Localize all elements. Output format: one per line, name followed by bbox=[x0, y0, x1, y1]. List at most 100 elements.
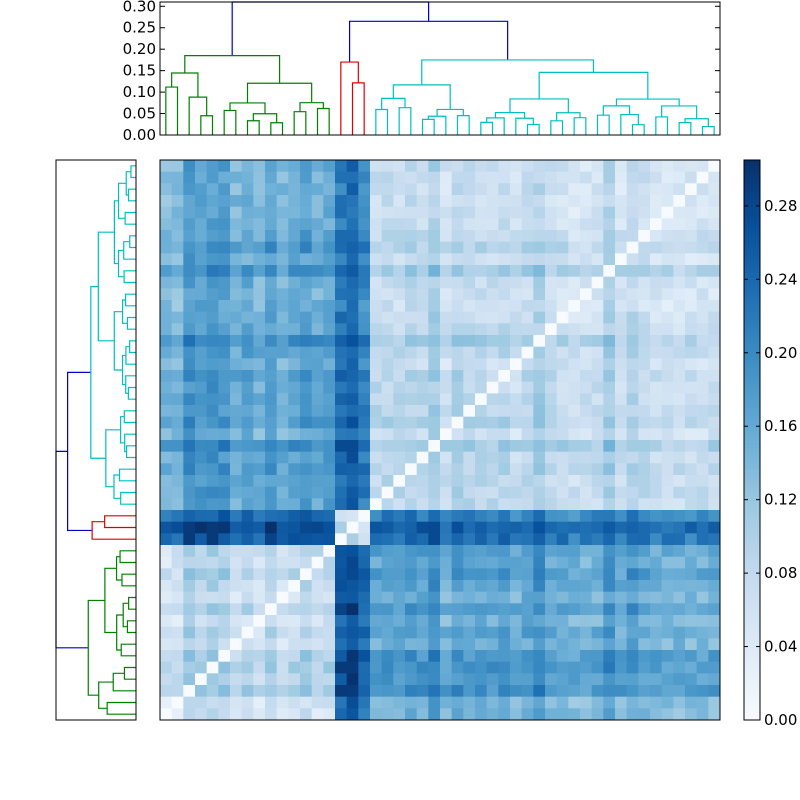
heatmap-cell bbox=[440, 300, 453, 313]
heatmap-cell bbox=[650, 323, 663, 336]
heatmap-cell bbox=[498, 218, 511, 231]
heatmap-cell bbox=[615, 335, 628, 348]
heatmap-cell bbox=[685, 370, 698, 383]
heatmap-cell bbox=[440, 195, 453, 208]
heatmap-cell bbox=[696, 591, 709, 604]
heatmap-cell bbox=[580, 323, 593, 336]
dendrogram-link-tlrl bbox=[229, 102, 266, 114]
heatmap-cell bbox=[393, 160, 406, 173]
heatmap-cell bbox=[241, 311, 254, 324]
heatmap-cell bbox=[370, 195, 383, 208]
colorbar-tick-label: 0.08 bbox=[764, 564, 797, 582]
dendrogram-link-trrrrr bbox=[661, 105, 698, 119]
heatmap-cell bbox=[521, 440, 534, 453]
heatmap-cell bbox=[685, 230, 698, 243]
heatmap-cell bbox=[335, 346, 348, 359]
heatmap-cell bbox=[346, 521, 359, 534]
heatmap-cell bbox=[241, 486, 254, 499]
heatmap-cell bbox=[253, 591, 266, 604]
heatmap-cell bbox=[661, 475, 674, 488]
heatmap-cell bbox=[346, 696, 359, 709]
colorbar-segment bbox=[744, 612, 760, 617]
dendrogram-link-tllr bbox=[188, 96, 208, 135]
heatmap-cell bbox=[661, 463, 674, 476]
heatmap-cell bbox=[638, 696, 651, 709]
heatmap-cell bbox=[265, 556, 278, 569]
heatmap-cell bbox=[206, 638, 219, 651]
heatmap-cell bbox=[276, 556, 289, 569]
heatmap-cell bbox=[685, 416, 698, 429]
heatmap-cell bbox=[288, 638, 301, 651]
heatmap-cell bbox=[685, 463, 698, 476]
heatmap-cell bbox=[405, 521, 418, 534]
heatmap-cell bbox=[486, 650, 499, 663]
heatmap-cell bbox=[615, 591, 628, 604]
heatmap-cell bbox=[265, 265, 278, 278]
heatmap-cell bbox=[195, 160, 208, 173]
heatmap-cell bbox=[533, 451, 546, 464]
heatmap-cell bbox=[521, 335, 534, 348]
heatmap-cell bbox=[428, 265, 441, 278]
heatmap-cell bbox=[288, 241, 301, 254]
heatmap-cell bbox=[696, 428, 709, 441]
heatmap-cell bbox=[440, 241, 453, 254]
colorbar-segment bbox=[744, 200, 760, 205]
heatmap-cell bbox=[335, 486, 348, 499]
heatmap-cell bbox=[195, 288, 208, 301]
heatmap-cell bbox=[475, 673, 488, 686]
heatmap-cell bbox=[288, 463, 301, 476]
heatmap-cell bbox=[510, 311, 523, 324]
dendrogram-link-t bbox=[231, 1, 430, 56]
heatmap-cell bbox=[311, 218, 324, 231]
heatmap-cell bbox=[265, 393, 278, 406]
heatmap-cell bbox=[615, 685, 628, 698]
heatmap-cell bbox=[335, 241, 348, 254]
colorbar-segment bbox=[744, 716, 760, 721]
heatmap-cell bbox=[661, 358, 674, 371]
heatmap-cell bbox=[416, 206, 429, 219]
heatmap-cell bbox=[218, 650, 231, 663]
dendrogram-link-lrrlr bbox=[120, 416, 125, 444]
heatmap-cell bbox=[580, 405, 593, 418]
heatmap-cell bbox=[510, 638, 523, 651]
heatmap-cell bbox=[370, 626, 383, 639]
heatmap-cell bbox=[685, 580, 698, 593]
heatmap-cell bbox=[393, 300, 406, 313]
heatmap-cell bbox=[603, 241, 616, 254]
heatmap-cell bbox=[346, 183, 359, 196]
heatmap-cell bbox=[673, 265, 686, 278]
heatmap-cell bbox=[580, 638, 593, 651]
heatmap-cell bbox=[486, 545, 499, 558]
heatmap-cell bbox=[580, 603, 593, 616]
dendrogram-link-lrrrrll bbox=[123, 270, 136, 284]
heatmap-cell bbox=[661, 486, 674, 499]
heatmap-cell bbox=[580, 510, 593, 523]
heatmap-cell bbox=[405, 661, 418, 674]
heatmap-cell bbox=[510, 428, 523, 441]
heatmap-cell bbox=[685, 545, 698, 558]
heatmap-cell bbox=[521, 183, 534, 196]
heatmap-cell bbox=[265, 591, 278, 604]
heatmap-cell bbox=[556, 288, 569, 301]
heatmap-cell bbox=[451, 533, 464, 546]
heatmap-cell bbox=[498, 381, 511, 394]
heatmap-cell bbox=[661, 696, 674, 709]
dendrogram-link-trrrlll bbox=[486, 117, 505, 135]
heatmap-cell bbox=[416, 510, 429, 523]
heatmap-cell bbox=[381, 370, 394, 383]
colorbar-segment bbox=[744, 276, 760, 281]
heatmap-cell bbox=[300, 498, 313, 511]
heatmap-cell bbox=[195, 358, 208, 371]
colorbar-segment bbox=[744, 240, 760, 245]
heatmap-cell bbox=[300, 463, 313, 476]
heatmap-cell bbox=[405, 510, 418, 523]
heatmap-cell bbox=[311, 661, 324, 674]
heatmap-cell bbox=[416, 230, 429, 243]
heatmap-cell bbox=[638, 568, 651, 581]
colorbar-segment bbox=[744, 480, 760, 485]
heatmap-cell bbox=[300, 358, 313, 371]
heatmap-cell bbox=[440, 311, 453, 324]
heatmap-cell bbox=[195, 183, 208, 196]
dendrogram-link-ll bbox=[87, 599, 105, 696]
heatmap-cell bbox=[475, 486, 488, 499]
